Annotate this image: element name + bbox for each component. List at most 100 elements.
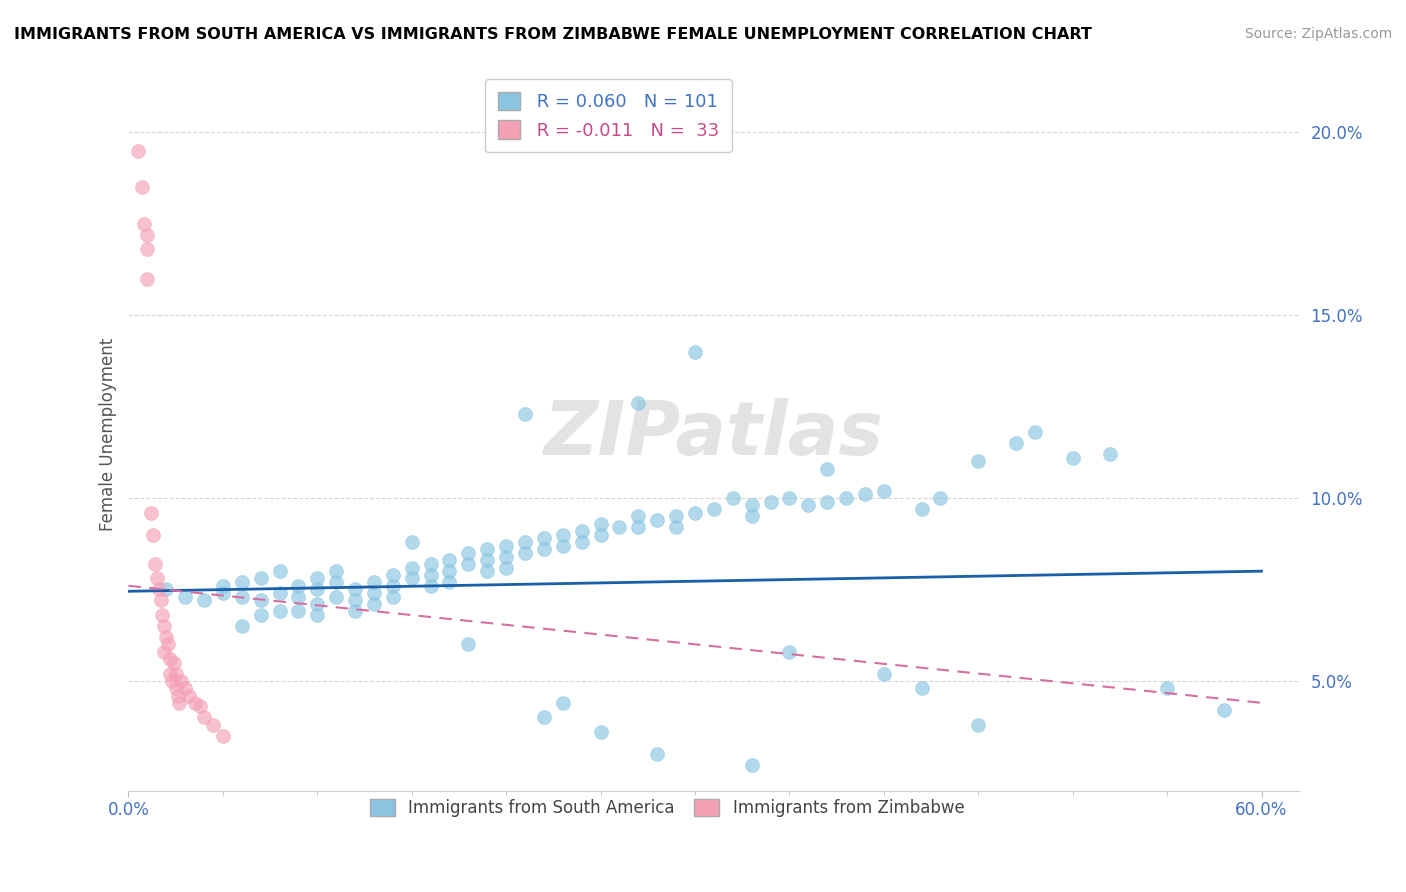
Point <box>571 524 593 538</box>
Point <box>139 506 162 520</box>
Point <box>815 462 838 476</box>
Point <box>401 560 423 574</box>
Point <box>1156 681 1178 696</box>
Point <box>741 499 763 513</box>
Point <box>513 407 536 421</box>
Point <box>160 673 183 688</box>
Point <box>551 527 574 541</box>
Point <box>419 579 441 593</box>
Point <box>815 494 838 508</box>
Point <box>307 572 329 586</box>
Point <box>132 217 155 231</box>
Point <box>627 520 650 534</box>
Point <box>344 604 367 618</box>
Text: IMMIGRANTS FROM SOUTH AMERICA VS IMMIGRANTS FROM ZIMBABWE FEMALE UNEMPLOYMENT CO: IMMIGRANTS FROM SOUTH AMERICA VS IMMIGRA… <box>14 27 1092 42</box>
Point <box>401 572 423 586</box>
Point <box>212 729 235 743</box>
Point <box>136 243 159 257</box>
Point <box>363 586 385 600</box>
Point <box>381 579 404 593</box>
Point <box>344 593 367 607</box>
Point <box>589 516 612 531</box>
Point <box>165 666 187 681</box>
Point <box>287 604 309 618</box>
Point <box>155 582 177 597</box>
Point <box>533 710 555 724</box>
Point <box>477 553 499 567</box>
Point <box>439 575 461 590</box>
Point <box>551 696 574 710</box>
Point <box>683 344 706 359</box>
Point <box>645 747 668 761</box>
Point <box>174 681 197 696</box>
Point <box>609 520 631 534</box>
Point <box>166 689 188 703</box>
Point <box>571 535 593 549</box>
Point <box>249 608 271 623</box>
Point <box>202 718 225 732</box>
Point <box>645 513 668 527</box>
Point <box>188 699 211 714</box>
Point <box>269 586 291 600</box>
Point <box>457 557 479 571</box>
Point <box>419 557 441 571</box>
Point <box>589 725 612 739</box>
Point <box>665 509 688 524</box>
Point <box>381 590 404 604</box>
Point <box>325 564 347 578</box>
Point <box>177 689 200 703</box>
Y-axis label: Female Unemployment: Female Unemployment <box>100 337 117 531</box>
Point <box>157 637 180 651</box>
Point <box>249 593 271 607</box>
Point <box>778 491 800 505</box>
Point <box>419 567 441 582</box>
Point <box>759 494 782 508</box>
Point <box>136 271 159 285</box>
Point <box>495 560 517 574</box>
Point <box>439 553 461 567</box>
Legend: Immigrants from South America, Immigrants from Zimbabwe: Immigrants from South America, Immigrant… <box>361 790 973 825</box>
Point <box>627 509 650 524</box>
Point <box>163 656 186 670</box>
Point <box>127 144 149 158</box>
Point <box>269 564 291 578</box>
Point <box>457 637 479 651</box>
Point <box>152 608 174 623</box>
Text: Source: ZipAtlas.com: Source: ZipAtlas.com <box>1244 27 1392 41</box>
Point <box>153 645 176 659</box>
Point <box>703 502 725 516</box>
Point <box>269 604 291 618</box>
Point <box>212 579 235 593</box>
Point <box>778 645 800 659</box>
Point <box>307 582 329 597</box>
Point <box>193 710 215 724</box>
Point <box>149 593 172 607</box>
Point <box>853 487 876 501</box>
Point <box>683 506 706 520</box>
Point <box>249 572 271 586</box>
Point <box>325 575 347 590</box>
Point <box>495 549 517 564</box>
Point <box>797 499 820 513</box>
Point <box>325 590 347 604</box>
Point <box>136 227 159 242</box>
Point <box>1212 703 1234 717</box>
Point <box>401 535 423 549</box>
Point <box>967 454 990 468</box>
Point <box>495 539 517 553</box>
Point <box>741 758 763 772</box>
Point <box>967 718 990 732</box>
Point <box>439 564 461 578</box>
Point <box>153 619 176 633</box>
Point <box>307 597 329 611</box>
Point <box>287 590 309 604</box>
Point <box>477 542 499 557</box>
Point <box>929 491 952 505</box>
Point <box>533 542 555 557</box>
Point <box>1062 450 1084 465</box>
Point <box>183 696 205 710</box>
Point <box>170 673 193 688</box>
Point <box>589 527 612 541</box>
Point <box>143 557 166 571</box>
Point <box>477 564 499 578</box>
